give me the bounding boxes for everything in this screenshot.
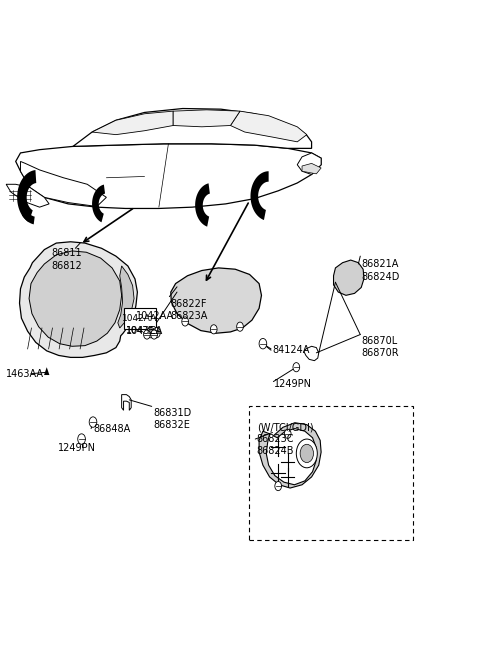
Circle shape: [210, 325, 217, 334]
Polygon shape: [29, 251, 121, 346]
Text: 1249PN: 1249PN: [275, 379, 312, 388]
FancyBboxPatch shape: [123, 308, 156, 329]
Polygon shape: [171, 268, 262, 333]
Polygon shape: [17, 170, 36, 222]
Polygon shape: [297, 153, 321, 174]
Text: 86821A
86824D: 86821A 86824D: [362, 259, 400, 282]
Circle shape: [275, 482, 281, 491]
Circle shape: [300, 444, 313, 462]
Text: 1042AA: 1042AA: [122, 314, 157, 323]
Polygon shape: [21, 161, 107, 207]
Text: 86823C
86824B: 86823C 86824B: [257, 434, 294, 456]
Polygon shape: [6, 184, 49, 207]
Text: 86831D
86832E: 86831D 86832E: [153, 407, 192, 430]
Polygon shape: [173, 110, 240, 127]
Polygon shape: [304, 346, 319, 361]
Text: 1043EA: 1043EA: [126, 326, 161, 335]
Circle shape: [284, 429, 291, 438]
Polygon shape: [121, 395, 131, 410]
Circle shape: [153, 327, 160, 338]
Polygon shape: [92, 111, 173, 134]
Polygon shape: [118, 266, 134, 328]
Text: 86811
86812: 86811 86812: [51, 249, 82, 271]
Polygon shape: [92, 184, 105, 222]
Circle shape: [151, 330, 157, 339]
Polygon shape: [251, 171, 269, 220]
Polygon shape: [22, 210, 35, 224]
Circle shape: [78, 434, 85, 444]
Text: 1042AA: 1042AA: [136, 311, 174, 321]
Polygon shape: [16, 144, 321, 209]
Text: (W/TCI/GDI): (W/TCI/GDI): [257, 422, 313, 433]
Text: 86822F
86823A: 86822F 86823A: [171, 298, 208, 321]
Polygon shape: [73, 108, 312, 148]
Polygon shape: [44, 367, 49, 375]
Circle shape: [237, 322, 243, 331]
Circle shape: [259, 338, 267, 349]
Text: 1043EA: 1043EA: [126, 325, 164, 336]
Text: 1463AA: 1463AA: [6, 369, 44, 379]
Text: 84124A: 84124A: [273, 344, 310, 354]
Polygon shape: [195, 183, 210, 226]
Text: 86870L
86870R: 86870L 86870R: [362, 336, 399, 358]
Circle shape: [89, 417, 97, 427]
Polygon shape: [20, 242, 137, 358]
Text: 1249PN: 1249PN: [58, 443, 96, 453]
Circle shape: [296, 439, 317, 468]
Polygon shape: [230, 111, 307, 142]
Polygon shape: [334, 260, 364, 295]
Circle shape: [182, 317, 189, 326]
Polygon shape: [302, 163, 321, 174]
FancyBboxPatch shape: [249, 406, 413, 541]
Circle shape: [144, 330, 150, 339]
Text: 86848A: 86848A: [93, 424, 130, 434]
Circle shape: [147, 327, 155, 338]
Polygon shape: [259, 422, 321, 488]
Circle shape: [293, 363, 300, 372]
